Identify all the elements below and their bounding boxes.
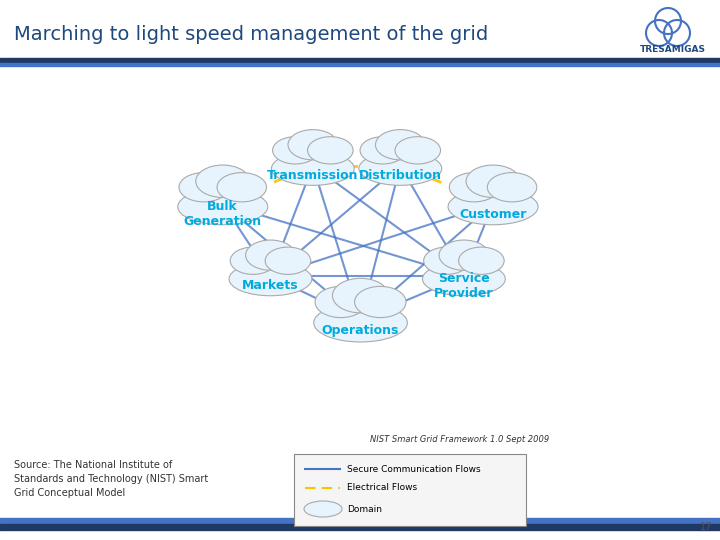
Text: Customer: Customer — [459, 208, 527, 221]
Ellipse shape — [304, 501, 342, 517]
Ellipse shape — [246, 240, 295, 270]
Ellipse shape — [354, 286, 406, 318]
Ellipse shape — [179, 173, 228, 202]
Ellipse shape — [230, 247, 276, 274]
Ellipse shape — [273, 137, 318, 164]
Ellipse shape — [459, 247, 504, 274]
Text: Bulk
Generation: Bulk Generation — [184, 200, 262, 228]
Ellipse shape — [395, 137, 441, 164]
Text: 17: 17 — [700, 522, 712, 532]
Ellipse shape — [360, 137, 405, 164]
Ellipse shape — [333, 278, 389, 313]
Ellipse shape — [423, 247, 469, 274]
Ellipse shape — [217, 173, 266, 202]
Ellipse shape — [449, 173, 499, 202]
Text: TRESAMIGAS: TRESAMIGAS — [640, 45, 706, 54]
Text: Electrical Flows: Electrical Flows — [347, 483, 417, 492]
Text: Transmission: Transmission — [267, 169, 359, 182]
Ellipse shape — [271, 152, 354, 185]
Ellipse shape — [229, 262, 312, 296]
Text: Secure Communication Flows: Secure Communication Flows — [347, 464, 481, 474]
Ellipse shape — [178, 189, 268, 225]
Ellipse shape — [359, 152, 441, 185]
Ellipse shape — [315, 286, 366, 318]
Ellipse shape — [466, 165, 520, 198]
Text: NIST Smart Grid Framework 1.0 Sept 2009: NIST Smart Grid Framework 1.0 Sept 2009 — [370, 435, 549, 444]
Text: Service
Provider: Service Provider — [434, 272, 494, 300]
Ellipse shape — [196, 165, 250, 198]
Ellipse shape — [375, 130, 425, 160]
Text: Operations: Operations — [322, 325, 399, 338]
Text: Distribution: Distribution — [359, 169, 442, 182]
Ellipse shape — [288, 130, 338, 160]
Ellipse shape — [265, 247, 311, 274]
Text: Domain: Domain — [347, 504, 382, 514]
Text: Source: The National Institute of
Standards and Technology (NIST) Smart
Grid Con: Source: The National Institute of Standa… — [14, 460, 208, 498]
Text: Marching to light speed management of the grid: Marching to light speed management of th… — [14, 25, 488, 44]
Ellipse shape — [448, 189, 538, 225]
Text: Markets: Markets — [242, 280, 299, 293]
Ellipse shape — [439, 240, 489, 270]
Ellipse shape — [423, 262, 505, 296]
Ellipse shape — [487, 173, 537, 202]
Ellipse shape — [314, 303, 408, 342]
Ellipse shape — [307, 137, 353, 164]
FancyBboxPatch shape — [294, 454, 526, 526]
